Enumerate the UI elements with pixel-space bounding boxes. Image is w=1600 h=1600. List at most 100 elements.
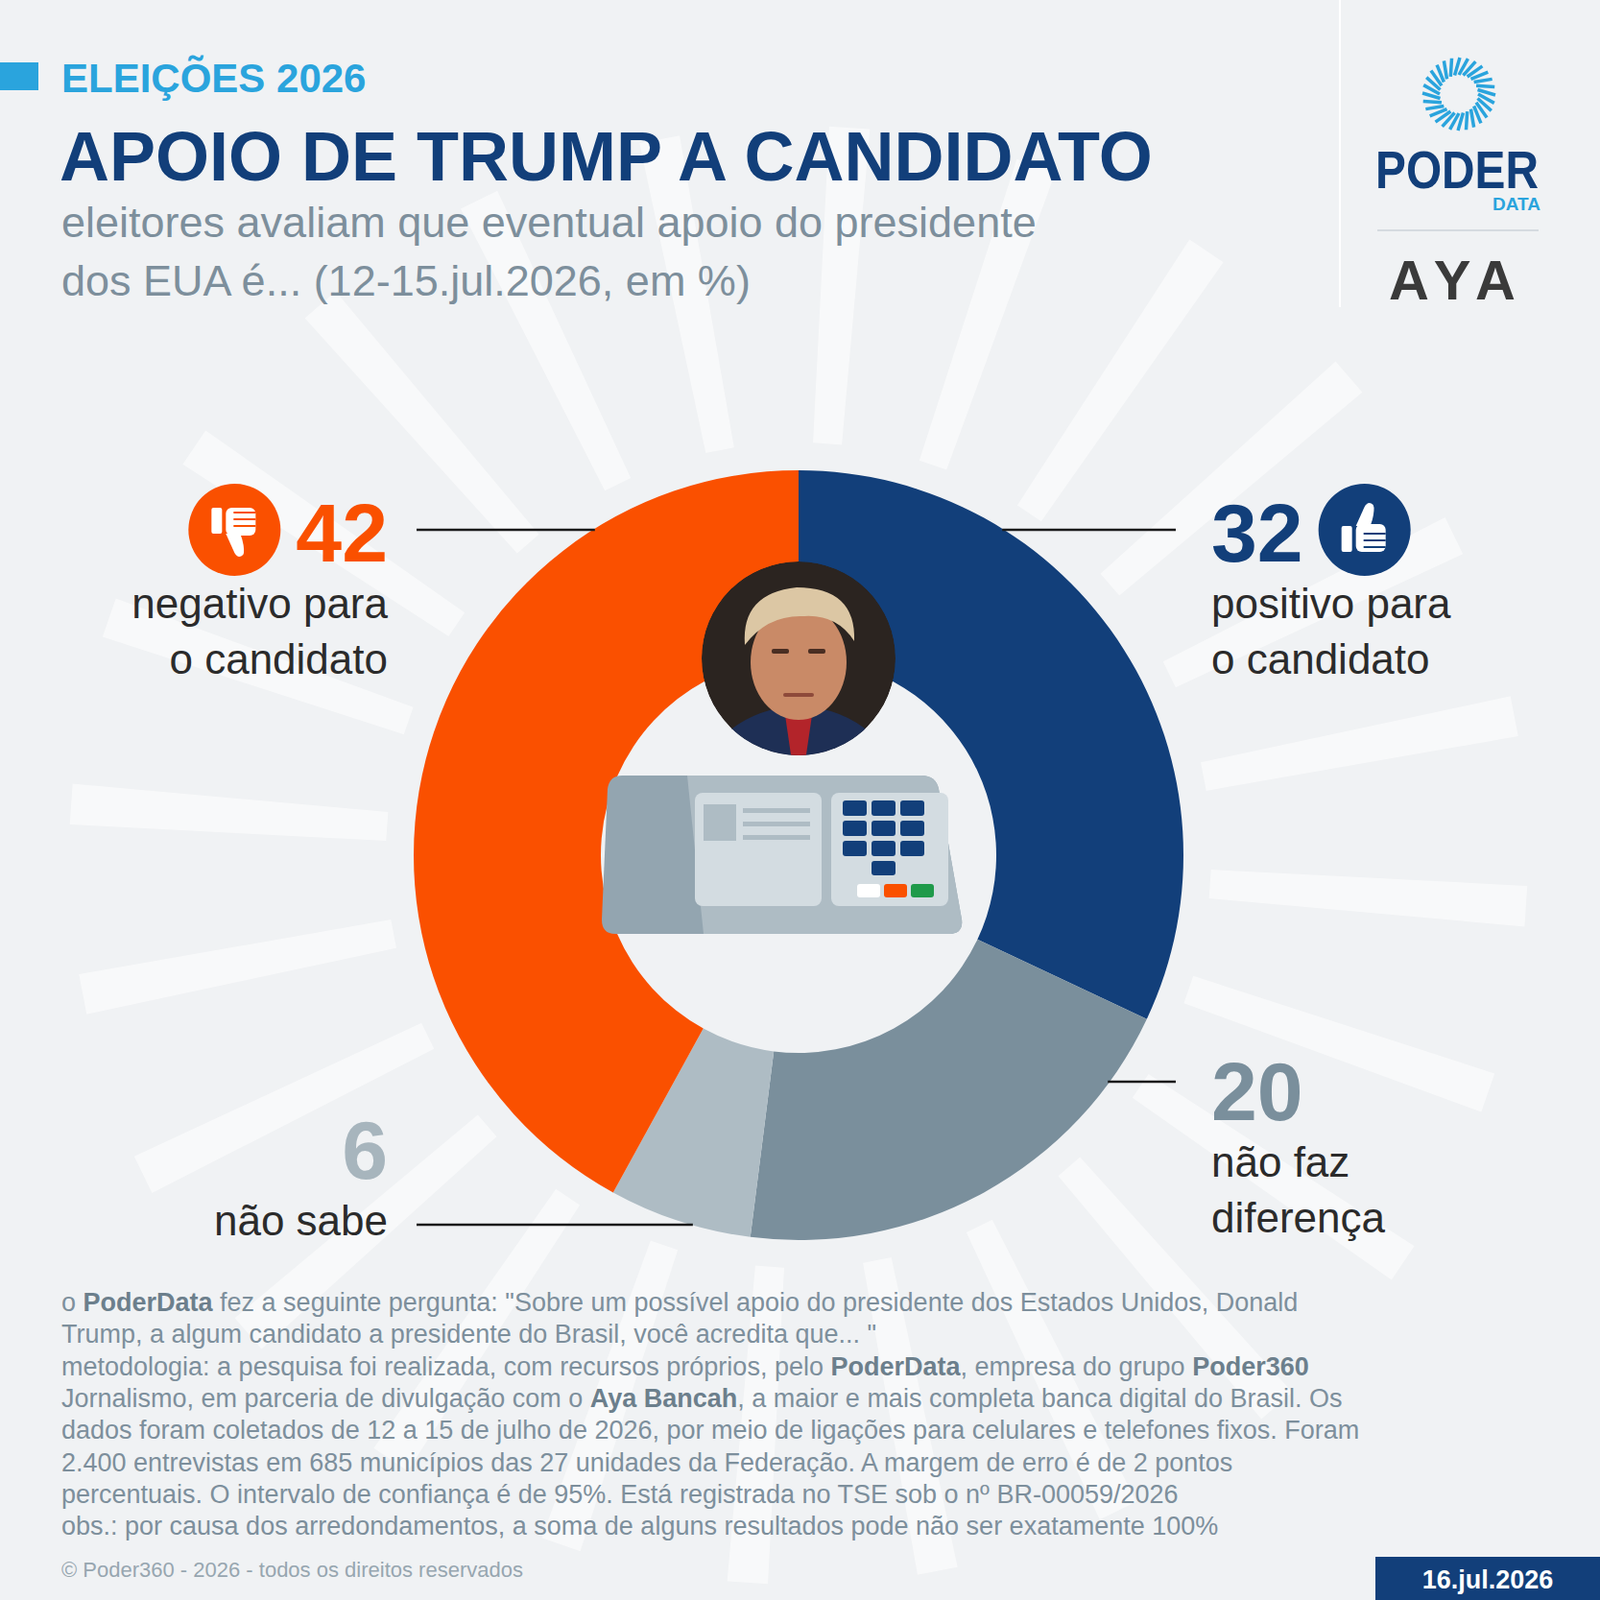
donut xyxy=(413,470,1184,1241)
kicker-square xyxy=(0,62,39,91)
portrait-eye xyxy=(808,648,826,654)
ray xyxy=(1017,238,1224,522)
subtitle: eleitores avaliam que eventual apoio do … xyxy=(61,197,1037,247)
ray xyxy=(78,919,397,1015)
data-label: 42 xyxy=(295,486,388,579)
logo-separator xyxy=(1377,229,1539,232)
portrait-eye xyxy=(771,648,789,654)
voting-machine-icon xyxy=(601,775,962,934)
footnote-text: Trump, a algum candidato a presidente do… xyxy=(61,1319,877,1349)
screen-line xyxy=(742,821,811,827)
footnote-text: , empresa do grupo xyxy=(959,1352,1193,1382)
category-line: diferença xyxy=(1211,1194,1386,1242)
machine-screen xyxy=(694,792,822,907)
icon-finger xyxy=(1363,539,1386,542)
key xyxy=(842,800,867,816)
key xyxy=(842,820,867,836)
footnote-bold: Poder360 xyxy=(1192,1352,1310,1382)
logo-ray xyxy=(1477,90,1495,96)
category-label: negativo parao candidato xyxy=(131,579,388,683)
key xyxy=(842,840,867,857)
icon-thumb xyxy=(1356,502,1375,526)
leader-line xyxy=(416,528,596,532)
screen-line xyxy=(742,835,811,840)
ray xyxy=(1163,517,1464,688)
category-label: não sabe xyxy=(214,1196,388,1244)
category-line: positivo para xyxy=(1211,579,1452,627)
footnote: o PoderData fez a seguinte pergunta: "So… xyxy=(61,1288,1360,1541)
thumbs-up-icon xyxy=(1318,483,1411,576)
icon-cuff xyxy=(1341,525,1353,552)
logo-ray xyxy=(1474,105,1481,123)
icon-finger xyxy=(233,511,256,514)
kicker: ELEIÇÕES 2026 xyxy=(61,54,366,101)
logo-ray xyxy=(1476,85,1495,87)
key xyxy=(871,820,896,836)
icon-finger xyxy=(233,518,256,521)
machine-button xyxy=(910,883,934,898)
infographic: ELEIÇÕES 2026 APOIO DE TRUMP A CANDIDATOe… xyxy=(0,0,1600,1600)
machine-button xyxy=(883,883,908,898)
logo-poder: PODER xyxy=(1375,139,1539,200)
category-line: não faz xyxy=(1211,1138,1350,1186)
footnote-text: obs.: por causa dos arredondamentos, a s… xyxy=(61,1511,1218,1541)
icon-cuff xyxy=(211,507,222,534)
date: 16.jul.2026 xyxy=(1422,1565,1554,1595)
category-line: não sabe xyxy=(214,1196,388,1244)
logo-ray xyxy=(1425,105,1444,109)
machine-button xyxy=(857,883,881,898)
category-label: positivo parao candidato xyxy=(1211,579,1452,683)
icon-finger xyxy=(1363,532,1386,535)
logo-ray xyxy=(1466,111,1468,130)
logo-ray xyxy=(1470,71,1488,79)
screen-line xyxy=(742,808,811,813)
slice xyxy=(750,939,1147,1241)
icon-palm xyxy=(1356,524,1386,552)
footnote-text: o xyxy=(61,1288,84,1317)
slice xyxy=(798,470,1184,1020)
icon-palm xyxy=(225,507,256,536)
background xyxy=(0,0,1600,1600)
category-label: não faz diferença xyxy=(1211,1138,1386,1242)
leader-line xyxy=(1002,528,1176,532)
machine-keypad xyxy=(831,792,949,907)
ray xyxy=(1100,361,1363,597)
ray xyxy=(70,784,389,841)
footnote-bold: PoderData xyxy=(830,1352,961,1382)
logo-data: DATA xyxy=(1492,193,1541,215)
subtitle: dos EUA é... (12-15.jul.2026, em %) xyxy=(61,256,751,306)
logo-ray xyxy=(1470,109,1474,128)
footnote-line: percentuais. O intervalo de confiança é … xyxy=(61,1480,1179,1509)
data-label: 32 xyxy=(1211,486,1304,579)
copyright: © Poder360 - 2026 - todos os direitos re… xyxy=(61,1557,524,1582)
footnote-line: o PoderData fez a seguinte pergunta: "So… xyxy=(61,1288,1298,1317)
machine-front xyxy=(687,775,962,934)
portrait-mouth xyxy=(783,692,814,697)
icon-thumb xyxy=(225,533,244,557)
icon-finger xyxy=(1363,546,1386,549)
footnote-text: 2.400 entrevistas em 685 municípios das … xyxy=(61,1448,1233,1478)
key xyxy=(900,840,925,857)
logo-ray xyxy=(1450,58,1452,77)
logo-ray xyxy=(1436,65,1444,83)
key xyxy=(900,820,925,836)
data-label: 20 xyxy=(1211,1045,1304,1138)
footnote-bold: PoderData xyxy=(83,1288,215,1317)
key xyxy=(871,840,896,857)
date-box xyxy=(1375,1556,1600,1600)
footnote-text: percentuais. O intervalo de confiança é … xyxy=(61,1480,1179,1509)
portrait xyxy=(700,561,897,768)
screen-photo xyxy=(703,804,737,841)
icon-circle xyxy=(1318,483,1411,576)
footnote-line: 2.400 entrevistas em 685 municípios das … xyxy=(61,1448,1233,1478)
logo-ray xyxy=(1430,109,1448,117)
key xyxy=(871,800,896,816)
thumbs-down-icon xyxy=(188,483,281,576)
footnote-text: , a maior e mais completa banca digital … xyxy=(737,1384,1342,1413)
footnote-line: Trump, a algum candidato a presidente do… xyxy=(61,1319,877,1349)
key xyxy=(900,800,925,816)
data-label: 6 xyxy=(341,1103,388,1196)
divider xyxy=(1338,0,1341,308)
ray xyxy=(1200,695,1519,791)
title: APOIO DE TRUMP A CANDIDATO xyxy=(59,118,1153,195)
